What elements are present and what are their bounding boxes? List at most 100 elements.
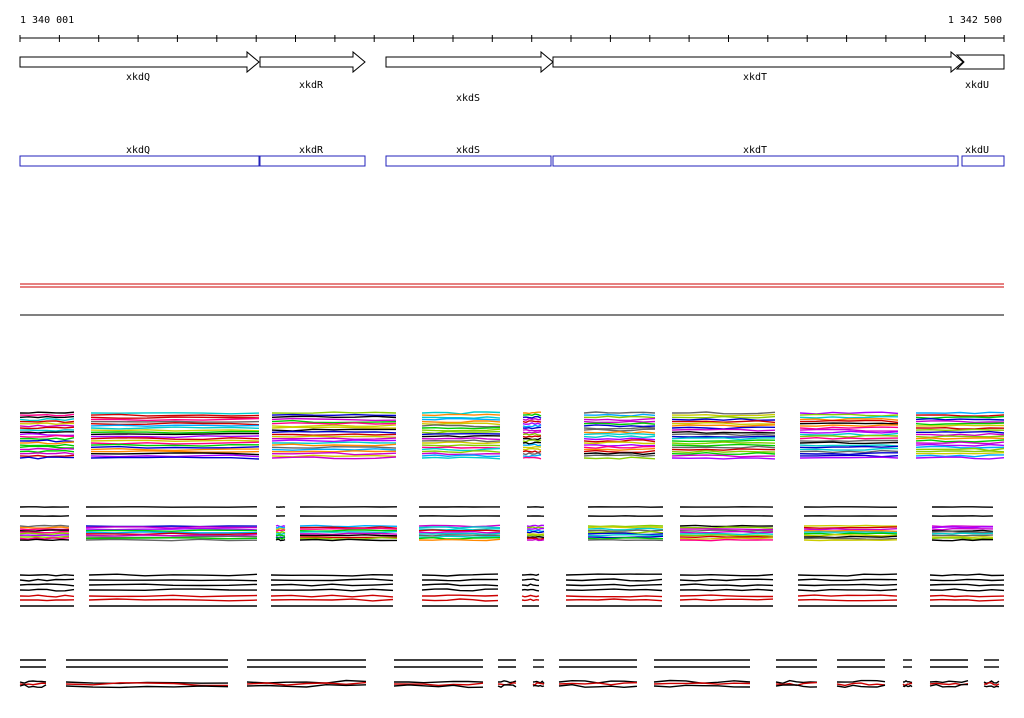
coverage-line — [672, 415, 775, 416]
coverage-line — [300, 533, 397, 534]
gene-cds-label: xkdU — [965, 145, 989, 156]
gene-arrow-label: xkdQ — [126, 72, 150, 83]
coverage-block-black — [680, 507, 773, 516]
coverage-block-red — [422, 595, 498, 601]
coverage-line — [584, 416, 655, 417]
coverage-line — [916, 432, 1004, 433]
coverage-line — [916, 444, 1004, 446]
coverage-line — [86, 539, 257, 540]
coverage-line — [527, 527, 544, 528]
coverage-block-black — [533, 660, 544, 667]
coverage-block-red — [20, 681, 46, 687]
coverage-line — [272, 432, 396, 433]
coverage-line — [680, 527, 773, 528]
coverage-line — [672, 432, 775, 434]
coverage-line — [272, 453, 396, 455]
coverage-line — [422, 419, 500, 420]
coverage-line — [804, 540, 897, 541]
coverage-line — [422, 429, 500, 431]
coverage-line — [523, 453, 541, 455]
coverage-block-color — [20, 525, 69, 540]
coverage-line — [419, 527, 500, 528]
coverage-line — [422, 455, 500, 457]
coverage-line — [272, 412, 396, 413]
coverage-block-black — [20, 660, 46, 667]
coverage-block-black — [776, 660, 817, 667]
coverage-line — [672, 446, 775, 448]
gene-arrow-xkdt — [553, 52, 963, 72]
coverage-block-color — [276, 526, 285, 541]
ruler-end-label: 1 342 500 — [948, 15, 1002, 26]
coverage-block-red — [903, 681, 912, 687]
coverage-line — [422, 428, 500, 429]
coverage-line — [527, 529, 544, 530]
track-sparse-coverage — [20, 660, 999, 687]
coverage-line — [20, 432, 74, 433]
gene-arrow-label: xkdR — [299, 80, 324, 91]
coverage-line — [272, 457, 396, 459]
coverage-line — [672, 419, 775, 421]
coverage-block-black — [566, 574, 662, 590]
coverage-line — [680, 540, 773, 541]
coverage-line — [916, 415, 1004, 416]
coverage-line — [566, 596, 662, 597]
coverage-line — [300, 530, 397, 531]
coverage-line — [800, 445, 898, 446]
coverage-block-black — [798, 574, 897, 591]
coverage-line — [798, 595, 897, 596]
coverage-block — [91, 413, 259, 459]
coverage-line — [672, 412, 775, 414]
coverage-line — [672, 429, 775, 431]
coverage-line — [498, 685, 516, 687]
coverage-line — [20, 412, 74, 413]
coverage-line — [523, 425, 541, 427]
coverage-line — [20, 440, 74, 442]
gene-cds-label: xkdS — [456, 145, 480, 156]
coverage-line — [272, 442, 396, 443]
gene-cds-label: xkdT — [743, 145, 767, 156]
coverage-line — [916, 436, 1004, 437]
coverage-line — [559, 685, 637, 688]
coverage-line — [984, 686, 999, 687]
coverage-line — [272, 447, 396, 448]
coverage-line — [91, 447, 259, 449]
coverage-block-red — [566, 596, 662, 601]
coverage-line — [584, 447, 655, 449]
coverage-line — [680, 589, 773, 590]
coverage-block-black — [20, 575, 74, 591]
coverage-line — [523, 447, 541, 448]
coverage-line — [932, 540, 993, 541]
coverage-line — [800, 441, 898, 442]
coverage-line — [523, 427, 541, 428]
coverage-line — [272, 415, 396, 416]
coverage-line — [680, 595, 773, 596]
coverage-line — [523, 430, 541, 431]
coverage-block-black — [559, 660, 637, 667]
coverage-line — [584, 419, 655, 421]
coverage-line — [680, 575, 773, 576]
coverage-line — [800, 421, 898, 423]
coverage-line — [20, 423, 74, 424]
coverage-line — [522, 595, 539, 596]
coverage-line — [680, 535, 773, 536]
coverage-line — [566, 574, 662, 575]
coverage-block-red — [984, 681, 999, 687]
coverage-line — [916, 457, 1004, 459]
coverage-line — [276, 532, 285, 533]
coverage-line — [86, 538, 257, 539]
coverage-line — [271, 584, 393, 586]
coverage-line — [804, 538, 897, 539]
coverage-block — [422, 412, 500, 459]
coverage-line — [300, 528, 397, 529]
coverage-line — [916, 447, 1004, 449]
coverage-line — [680, 536, 773, 537]
coverage-block-red — [654, 681, 750, 688]
coverage-block-black — [527, 507, 544, 516]
coverage-line — [588, 538, 663, 539]
coverage-line — [66, 686, 228, 687]
coverage-line — [584, 434, 655, 435]
coverage-line — [566, 584, 662, 585]
coverage-line — [272, 438, 396, 439]
